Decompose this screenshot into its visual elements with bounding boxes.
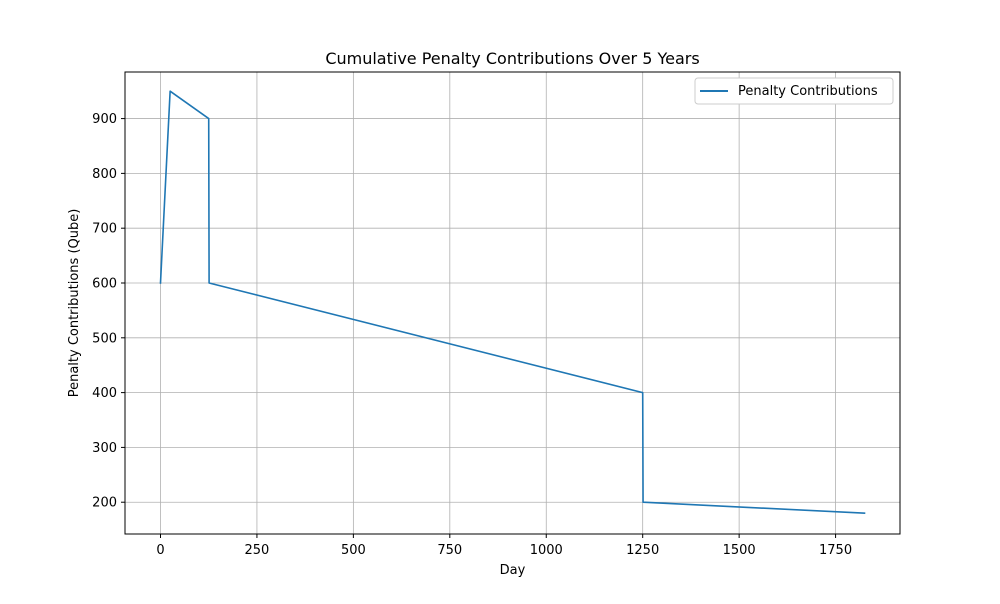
legend: Penalty Contributions bbox=[694, 77, 894, 105]
plot-area-frame bbox=[124, 71, 901, 535]
y-tick-label: 300 bbox=[92, 441, 117, 456]
y-tick-label: 200 bbox=[92, 496, 117, 511]
y-tick-label: 600 bbox=[92, 276, 117, 291]
chart-title: Cumulative Penalty Contributions Over 5 … bbox=[325, 49, 699, 68]
series-line-penalty-contributions bbox=[159, 90, 866, 515]
x-tick-label: 500 bbox=[341, 543, 366, 558]
y-tick-label: 700 bbox=[92, 222, 117, 237]
x-tick-label: 1000 bbox=[530, 543, 563, 558]
y-tick-label: 800 bbox=[92, 167, 117, 182]
grid-lines bbox=[125, 72, 900, 534]
y-axis-label: Penalty Contributions (Qube) bbox=[67, 209, 82, 398]
legend-label-penalty-contributions: Penalty Contributions bbox=[738, 84, 878, 99]
x-tick-label: 750 bbox=[437, 543, 462, 558]
x-tick-label: 1750 bbox=[819, 543, 852, 558]
axis-ticks: 0 250 500 750 1000 1250 1500 1750 200 300 400 500 60… bbox=[92, 112, 852, 558]
series-layer bbox=[159, 90, 866, 515]
y-tick-label: 900 bbox=[92, 112, 117, 127]
y-tick-label: 400 bbox=[92, 386, 117, 401]
x-tick-label: 1250 bbox=[626, 543, 659, 558]
legend-box bbox=[694, 77, 894, 105]
x-tick-label: 250 bbox=[245, 543, 270, 558]
y-tick-label: 500 bbox=[92, 331, 117, 346]
x-tick-label: 1500 bbox=[723, 543, 756, 558]
x-tick-label: 0 bbox=[156, 543, 164, 558]
x-axis-label: Day bbox=[500, 563, 526, 578]
